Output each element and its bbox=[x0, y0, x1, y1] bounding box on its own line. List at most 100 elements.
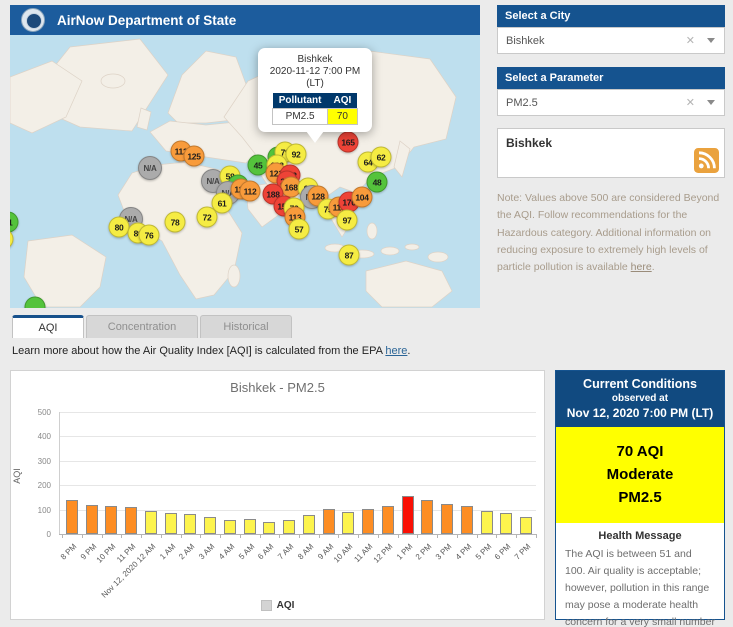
map-marker[interactable]: 48 bbox=[366, 171, 388, 193]
x-axis-tick bbox=[160, 534, 162, 538]
map-marker[interactable]: 78 bbox=[164, 211, 186, 233]
chart-bar bbox=[85, 505, 98, 534]
x-tick-label: 8 AM bbox=[295, 542, 316, 562]
x-axis-tick bbox=[62, 534, 64, 538]
map-marker[interactable]: 45 bbox=[247, 154, 269, 176]
map-marker[interactable]: 61 bbox=[211, 192, 233, 214]
world-aqi-map[interactable]: 112125N/AN/A5836N/A129112617278N/A808676… bbox=[10, 35, 480, 308]
map-marker[interactable]: 97 bbox=[336, 209, 358, 231]
chart-bar bbox=[105, 506, 118, 534]
city-chevron-down-icon[interactable] bbox=[707, 38, 715, 43]
popup-pointer bbox=[306, 131, 324, 143]
chart-bar bbox=[204, 517, 217, 534]
map-marker[interactable]: 31 bbox=[10, 211, 19, 233]
tab-concentration[interactable]: Concentration bbox=[86, 315, 198, 338]
map-marker[interactable]: 104 bbox=[351, 186, 373, 208]
x-tick-label: 10 AM bbox=[332, 542, 355, 565]
aqi-summary-box: 70 AQI Moderate PM2.5 bbox=[556, 427, 724, 523]
map-marker[interactable]: 165 bbox=[337, 131, 359, 153]
learn-more-link[interactable]: here bbox=[385, 345, 408, 357]
x-axis-tick bbox=[456, 534, 458, 538]
tab-historical[interactable]: Historical bbox=[200, 315, 292, 338]
chart-bar bbox=[322, 509, 335, 534]
chart-legend[interactable]: AQI bbox=[11, 600, 544, 611]
chart-bar bbox=[144, 511, 157, 534]
x-tick-label: 8 PM bbox=[58, 542, 79, 562]
x-axis-tick bbox=[81, 534, 83, 538]
feed-box: Bishkek bbox=[497, 128, 725, 178]
map-marker[interactable]: 112 bbox=[239, 180, 261, 202]
chart-bar bbox=[362, 509, 375, 534]
chart-bar bbox=[401, 496, 414, 534]
x-tick-label: 12 PM bbox=[371, 542, 395, 565]
x-axis-tick bbox=[318, 534, 320, 538]
x-tick-label: 7 AM bbox=[276, 542, 296, 562]
map-marker[interactable]: 92 bbox=[285, 143, 307, 165]
x-tick-label: 10 PM bbox=[95, 542, 118, 565]
chart-bar bbox=[263, 522, 276, 534]
x-tick-label: 6 AM bbox=[256, 542, 276, 562]
department-of-state-seal-icon bbox=[21, 8, 45, 32]
map-marker[interactable]: 76 bbox=[138, 224, 160, 246]
learn-more-before: Learn more about how the Air Quality Ind… bbox=[12, 345, 386, 357]
map-marker[interactable] bbox=[24, 296, 46, 308]
select-parameter-header: Select a Parameter bbox=[497, 67, 725, 89]
chart-bar bbox=[164, 513, 177, 534]
tab-aqi[interactable]: AQI bbox=[12, 315, 84, 338]
x-axis-tick bbox=[141, 534, 143, 538]
parameter-chevron-down-icon[interactable] bbox=[707, 100, 715, 105]
aqi-pollutant: PM2.5 bbox=[618, 489, 662, 506]
note-after: . bbox=[651, 261, 655, 274]
chart-bar bbox=[223, 520, 236, 534]
x-axis-tick bbox=[279, 534, 281, 538]
current-conditions-header: Current Conditions observed at Nov 12, 2… bbox=[556, 371, 724, 427]
map-marker[interactable]: 168 bbox=[280, 176, 302, 198]
x-axis-tick bbox=[397, 534, 399, 538]
x-axis-line bbox=[59, 534, 536, 535]
y-tick-label: 100 bbox=[37, 505, 51, 515]
x-tick-label: 3 PM bbox=[433, 542, 454, 562]
map-marker[interactable]: N/A bbox=[138, 156, 162, 180]
popup-city: Bishkek bbox=[297, 54, 333, 65]
x-tick-label: 5 AM bbox=[236, 542, 257, 562]
map-marker[interactable]: 80 bbox=[108, 216, 130, 238]
x-axis-tick bbox=[437, 534, 439, 538]
popup-aqi-value: 70 bbox=[327, 108, 358, 125]
popup-timezone: (LT) bbox=[306, 78, 324, 89]
x-axis-tick bbox=[535, 534, 537, 538]
y-tick-label: 500 bbox=[37, 408, 51, 417]
x-tick-label: 7 PM bbox=[512, 542, 533, 562]
map-marker[interactable]: 57 bbox=[288, 218, 310, 240]
popup-datetime: 2020-11-12 7:00 PM bbox=[269, 66, 361, 77]
chart-bar bbox=[66, 500, 78, 534]
chart-bar bbox=[460, 506, 473, 534]
observed-at-label: observed at bbox=[611, 393, 669, 404]
map-marker[interactable]: 62 bbox=[370, 146, 392, 168]
x-tick-label: 1 PM bbox=[394, 542, 414, 562]
chart-bar bbox=[243, 519, 256, 534]
city-clear-icon[interactable]: ✕ bbox=[685, 35, 695, 47]
popup-pollutant-value: PM2.5 bbox=[272, 108, 328, 125]
chart-bar bbox=[302, 515, 315, 534]
parameter-clear-icon[interactable]: ✕ bbox=[685, 97, 695, 109]
legend-label: AQI bbox=[276, 600, 295, 611]
note-link[interactable]: here bbox=[630, 261, 652, 274]
aqi-value-line: 70 AQI bbox=[616, 443, 664, 460]
map-marker[interactable] bbox=[10, 228, 14, 250]
feed-city-title: Bishkek bbox=[506, 136, 553, 150]
x-axis-tick bbox=[476, 534, 478, 538]
city-select[interactable]: Bishkek ✕ bbox=[497, 27, 725, 54]
map-marker[interactable]: 87 bbox=[338, 244, 360, 266]
x-axis-tick bbox=[417, 534, 419, 538]
parameter-select[interactable]: PM2.5 ✕ bbox=[497, 89, 725, 116]
map-marker[interactable]: 125 bbox=[183, 145, 205, 167]
chart-bar bbox=[500, 513, 513, 534]
x-tick-label: 4 PM bbox=[453, 542, 474, 562]
x-axis-tick bbox=[200, 534, 202, 538]
map-marker[interactable]: 72 bbox=[196, 206, 218, 228]
rss-icon[interactable] bbox=[694, 148, 719, 173]
view-tabs: AQI Concentration Historical bbox=[12, 315, 292, 338]
aqi-category: Moderate bbox=[606, 466, 674, 483]
health-message-text: The AQI is between 51 and 100. Air quali… bbox=[565, 548, 715, 627]
gridline bbox=[59, 436, 536, 438]
